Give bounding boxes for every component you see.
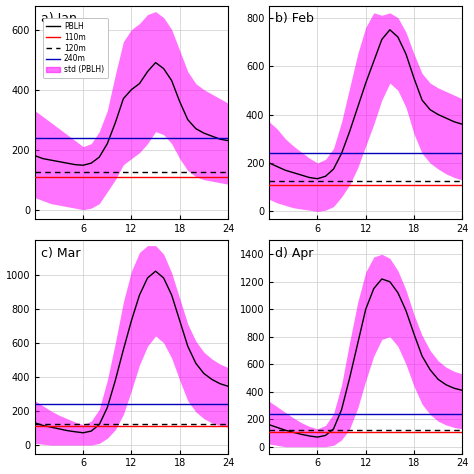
- Legend: PBLH, 110m, 120m, 240m, std (PBLH): PBLH, 110m, 120m, 240m, std (PBLH): [43, 18, 108, 78]
- Text: d) Apr: d) Apr: [275, 247, 313, 260]
- Text: c) Mar: c) Mar: [41, 247, 80, 260]
- Text: a) Jan: a) Jan: [41, 12, 77, 25]
- Text: b) Feb: b) Feb: [275, 12, 314, 25]
